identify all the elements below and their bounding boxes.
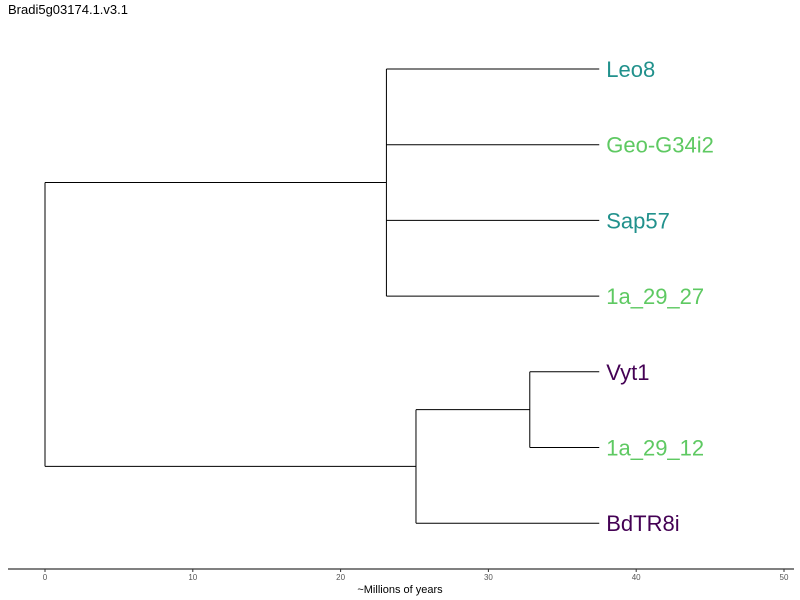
tip-label: Vyt1 [606,360,649,385]
tip-label: Leo8 [606,57,655,82]
axis-tick-label: 30 [484,573,493,582]
tip-label: 1a_29_12 [606,436,704,461]
time-axis: 0 10 20 30 40 50 ~Millions of years [8,568,794,596]
page-title: Bradi5g03174.1.v3.1 [8,2,128,17]
tip-label: 1a_29_27 [606,284,704,309]
axis-tick-label: 10 [188,573,197,582]
axis-tick-label: 50 [780,573,789,582]
axis-title: ~Millions of years [357,584,443,596]
axis-tick-label: 0 [43,573,48,582]
tip-label: BdTR8i [606,511,679,536]
tip-label: Sap57 [606,208,670,233]
tip-label: Geo-G34i2 [606,133,714,158]
axis-tick-label: 20 [336,573,345,582]
tip-labels: Leo8 Geo-G34i2 Sap57 1a_29_27 Vyt1 1a_29_12 Bd… [606,57,714,536]
axis-tick-label: 40 [632,573,641,582]
tree-branches [44,68,600,524]
